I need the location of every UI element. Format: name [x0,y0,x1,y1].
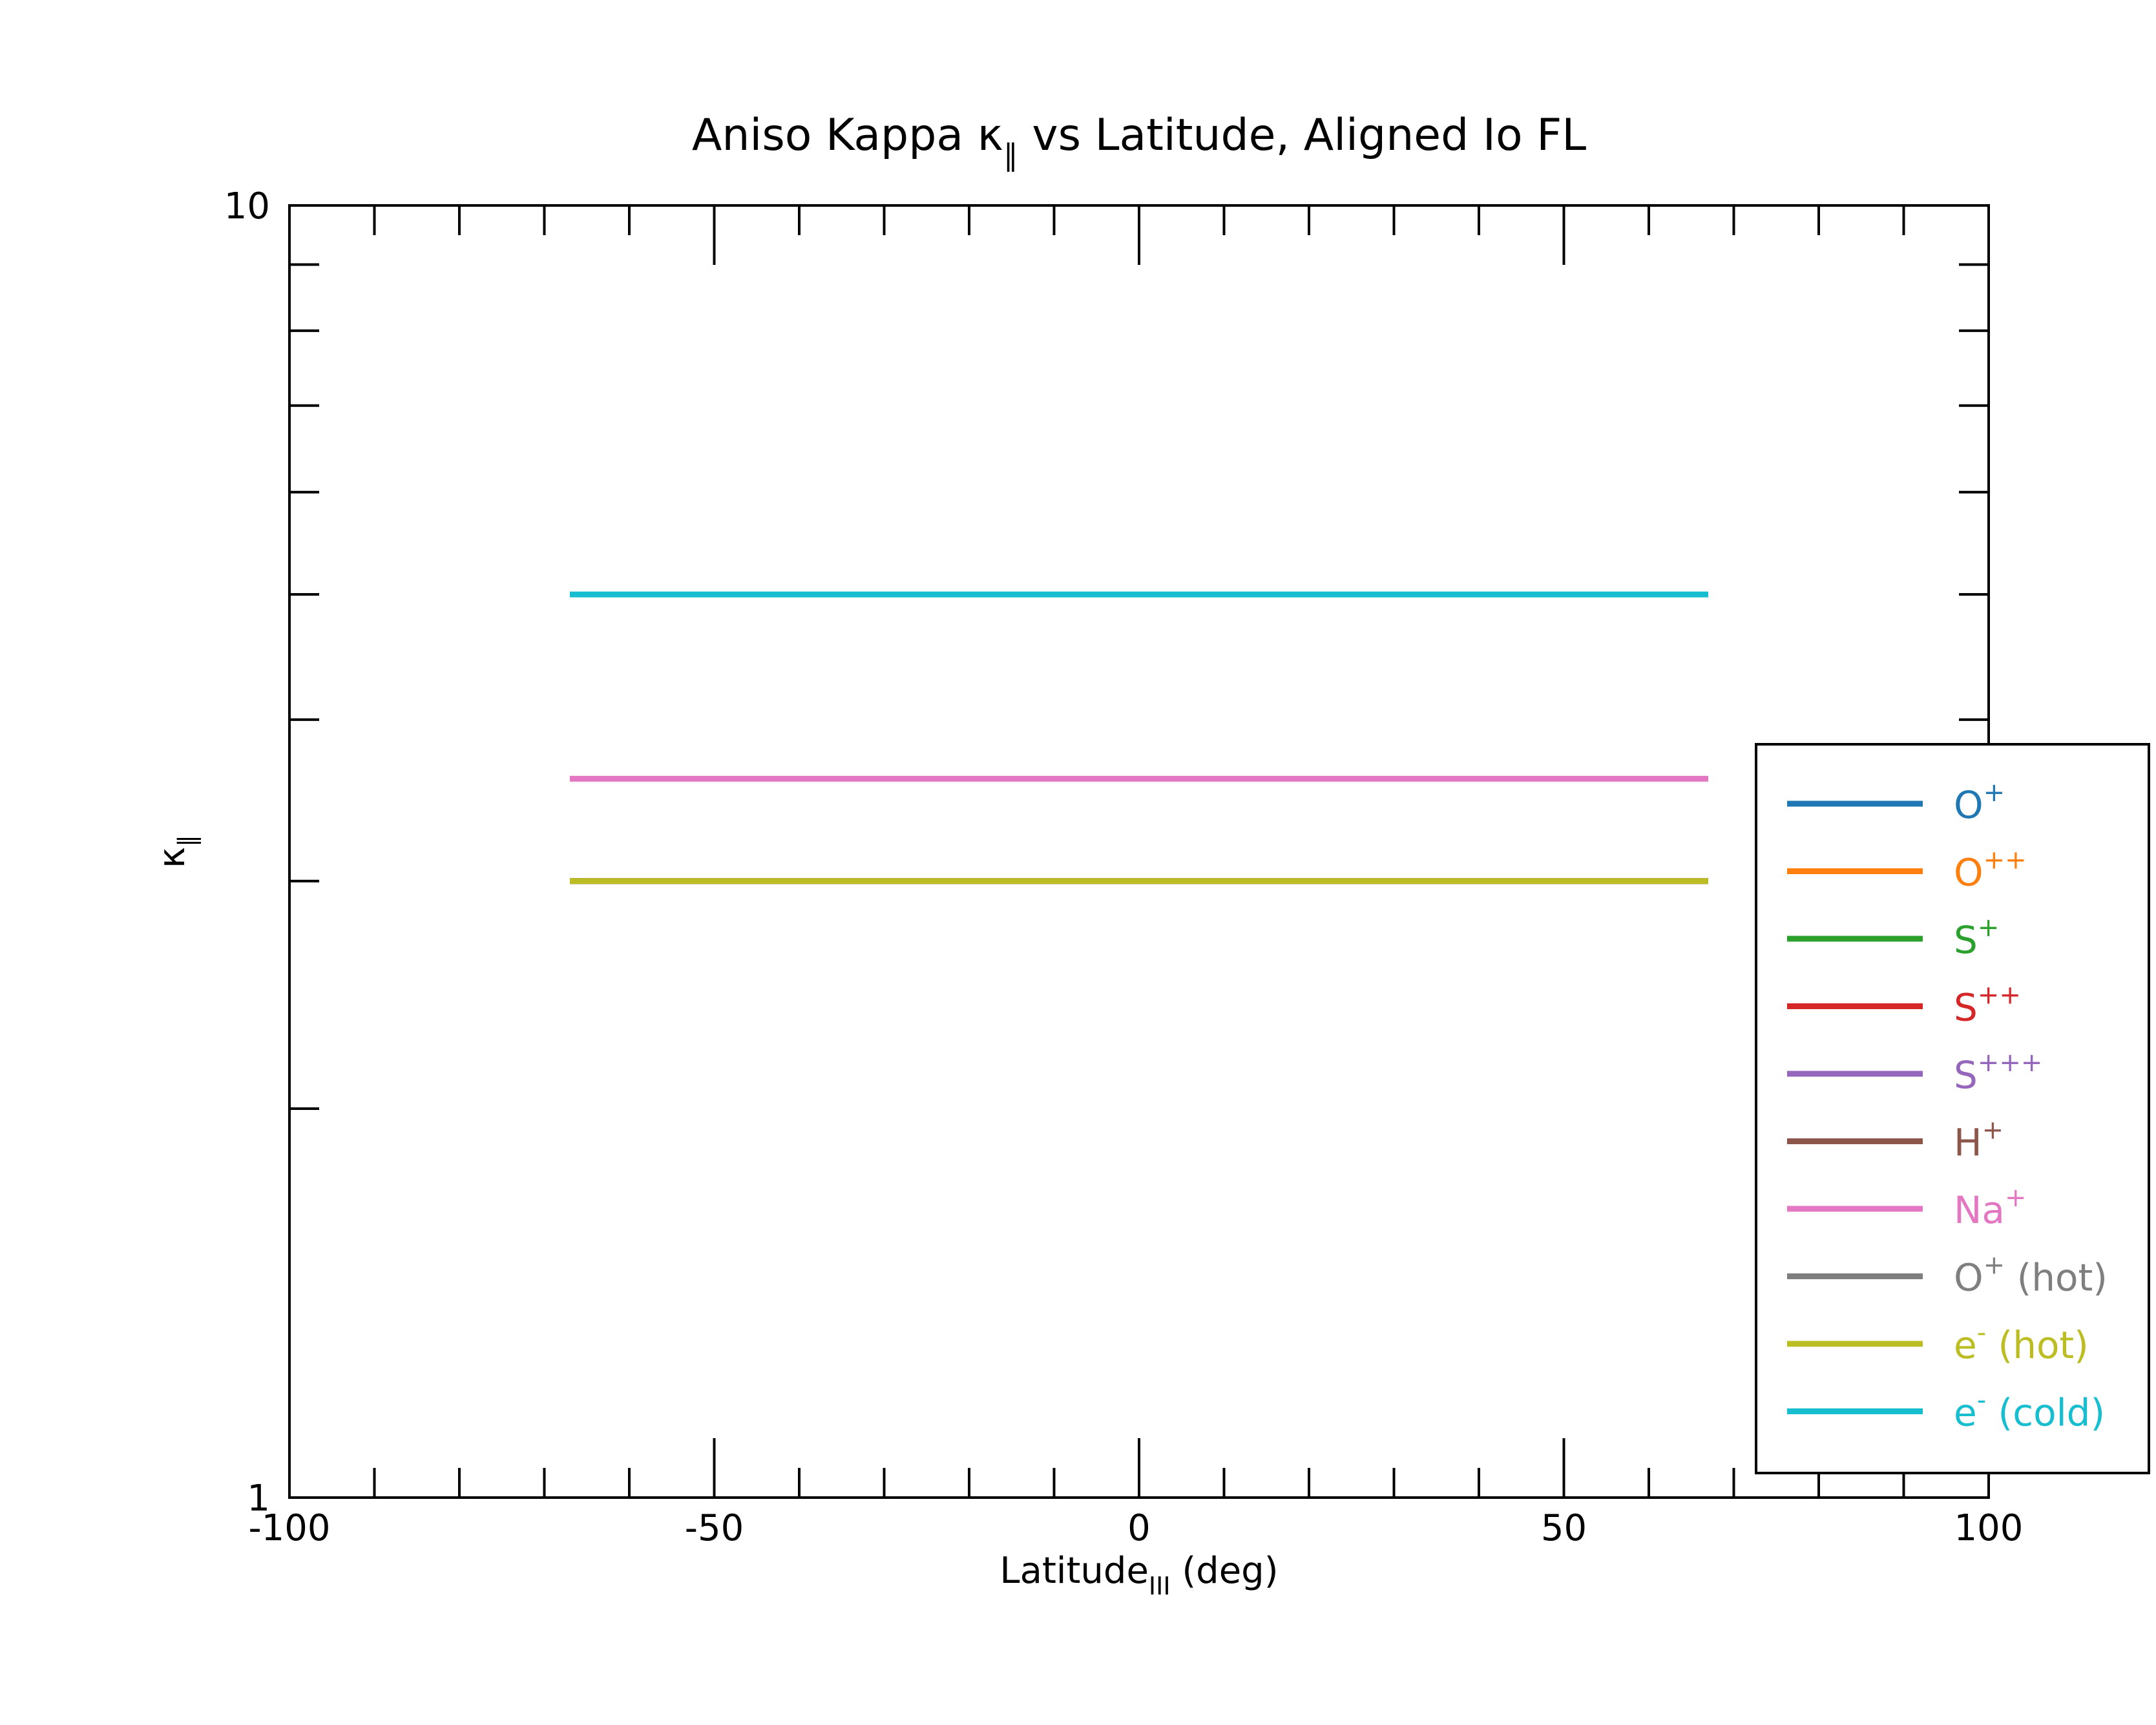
legend-label: Na+ [1954,1183,2026,1232]
chart-title: Aniso Kappa κ∥ vs Latitude, Aligned Io F… [692,110,1586,172]
legend-label: H+ [1954,1116,2004,1165]
legend-label: e- (cold) [1954,1386,2105,1435]
legend-frame [1755,743,2150,1474]
tick-layer [289,205,1989,1498]
x-tick-label: 100 [1954,1507,2024,1549]
legend-label: O+ [1954,778,2005,827]
x-axis-label: LatitudeIII (deg) [1000,1550,1278,1600]
legend-label: e- (hot) [1954,1318,2089,1367]
legend-label: O++ [1954,846,2027,895]
y-tick-label: 1 [247,1478,270,1520]
legend-label: S++ [1954,981,2021,1030]
legend-label: S+++ [1954,1048,2042,1097]
series-layer [570,591,1708,884]
x-tick-label: -50 [685,1507,744,1549]
legend-label: O+ (hot) [1954,1251,2108,1300]
legend-label: S+ [1954,913,1999,962]
x-tick-label: -100 [248,1507,330,1549]
tick-label-layer: -100 -50 0 50 100 1 10 [224,185,2024,1549]
x-tick-label: 50 [1541,1507,1587,1549]
legend: O+ O++ S+ S++ S+++ H+ Na+ O+ (hot) e- (hot) e- (c… [1755,743,2150,1474]
x-tick-label: 0 [1127,1507,1151,1549]
plot-frame [288,204,1990,1499]
y-axis-label: κ∥ [151,835,202,868]
y-tick-label: 10 [224,185,270,227]
